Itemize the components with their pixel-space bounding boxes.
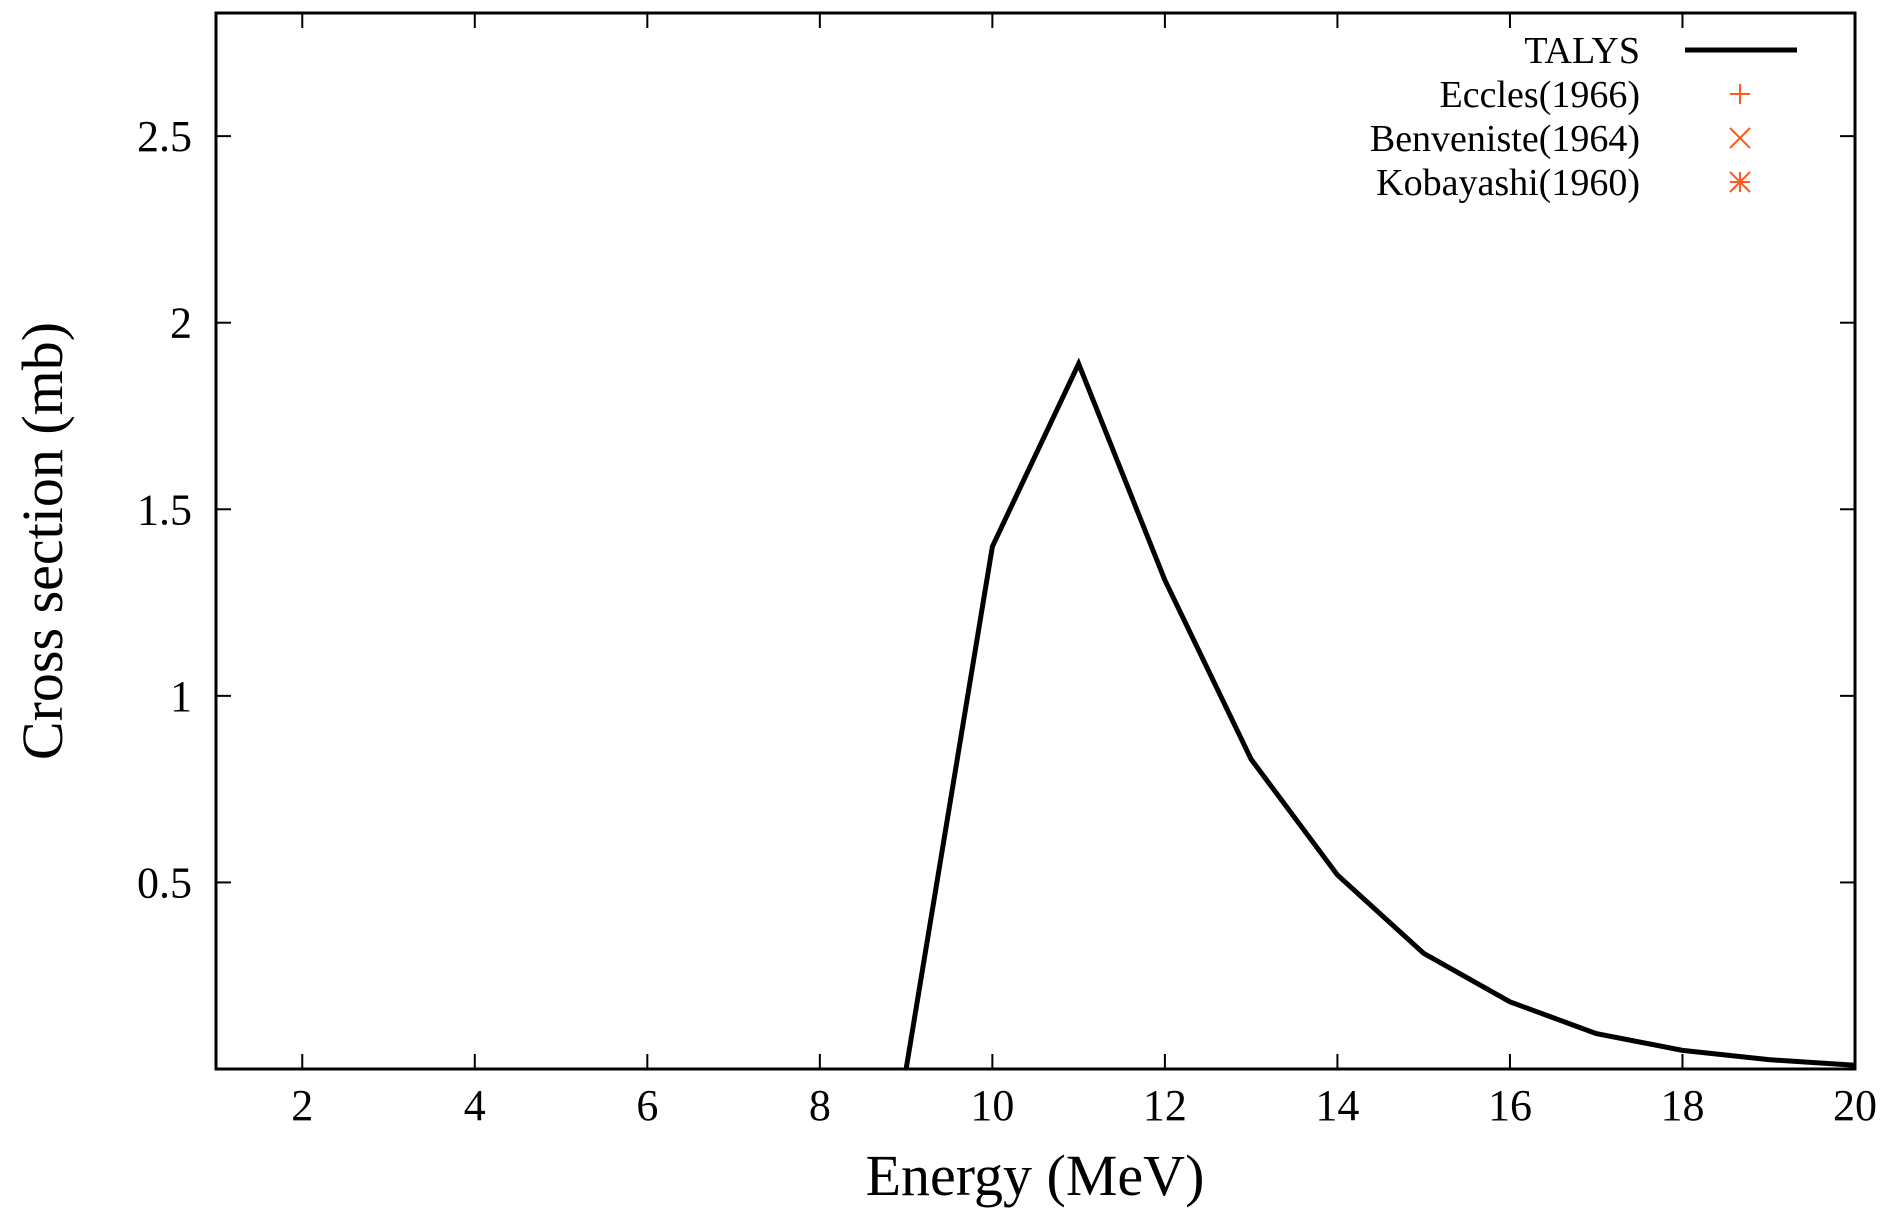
y-tick-label: 1.5	[137, 485, 192, 534]
x-tick-label: 20	[1833, 1081, 1877, 1130]
x-tick-label: 4	[464, 1081, 486, 1130]
series-layer	[903, 357, 1856, 1070]
axis-tick-labels: 2 4 6 8 10 12 14 16 18 20 0.5 1 1.5 2 2.5	[137, 112, 1877, 1130]
y-axis-label: Cross section (mb)	[10, 322, 75, 760]
x-tick-label: 12	[1143, 1081, 1187, 1130]
x-tick-label: 10	[970, 1081, 1014, 1130]
legend-marker-cross	[1729, 127, 1751, 149]
x-tick-label: 8	[809, 1081, 831, 1130]
x-tick-label: 6	[636, 1081, 658, 1130]
legend-label: TALYS	[1524, 30, 1640, 72]
y-tick-label: 2.5	[137, 112, 192, 161]
legend-label: Benveniste(1964)	[1370, 118, 1640, 160]
x-tick-label: 16	[1488, 1081, 1532, 1130]
legend-marker-star	[1729, 171, 1751, 193]
y-tick-label: 0.5	[137, 858, 192, 907]
legend-marker-plus	[1730, 84, 1750, 104]
marker-stroke	[1729, 171, 1751, 193]
legend-label: Kobayashi(1960)	[1376, 162, 1640, 204]
legend: TALYSEccles(1966)Benveniste(1964)Kobayas…	[1370, 30, 1797, 204]
axis-ticks	[216, 13, 1856, 1069]
x-tick-label: 14	[1315, 1081, 1359, 1130]
legend-label: Eccles(1966)	[1440, 74, 1640, 116]
talys-line	[903, 357, 1856, 1070]
x-tick-label: 18	[1660, 1081, 1704, 1130]
y-tick-label: 2	[170, 299, 192, 348]
x-tick-label: 2	[291, 1081, 313, 1130]
x-axis-label: Energy (MeV)	[866, 1143, 1205, 1208]
y-tick-label: 1	[170, 672, 192, 721]
marker-stroke	[1729, 127, 1751, 149]
plot-area-frame	[214, 11, 1857, 1071]
